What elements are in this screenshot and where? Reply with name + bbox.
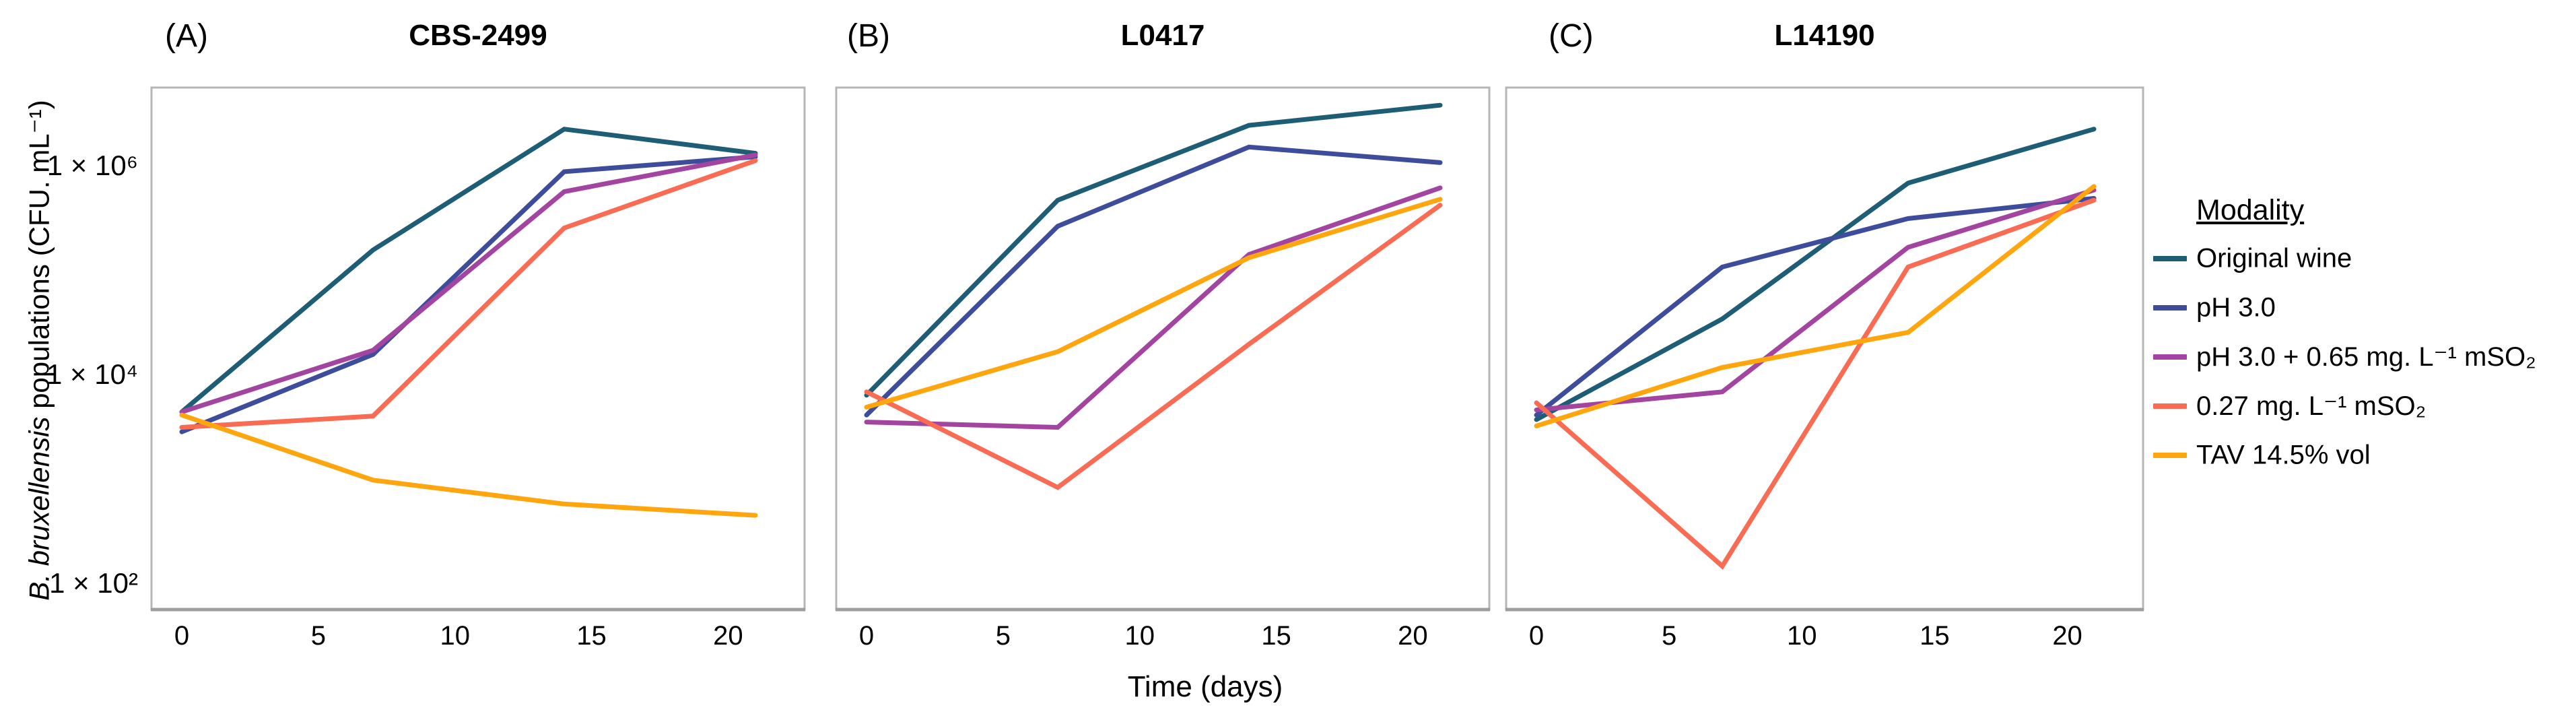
x-axis-title: Time (days) [1127, 670, 1283, 703]
x-tick-cbs-2499-10: 10 [440, 621, 470, 651]
x-tick-l14190-0: 0 [1528, 621, 1545, 651]
series-line-ph-3-0-0-65-mg-l-mso [864, 185, 1443, 430]
y-tick-1e4: 1 × 10⁴ [46, 358, 138, 391]
panel-label-a: (A) [165, 18, 208, 54]
y-tick-1e2: 1 × 10² [49, 567, 138, 599]
legend-swatch-tav-14-5-vol [2153, 453, 2187, 458]
x-tick-l0417-15: 15 [1261, 621, 1291, 651]
x-tick-l14190-5: 5 [1662, 621, 1677, 651]
panel-cbs-2499 [150, 86, 806, 612]
legend-label-0-27-mg-l-mso: 0.27 mg. L⁻¹ mSO₂ [2196, 391, 2427, 421]
x-tick-l14190-20: 20 [2052, 621, 2082, 651]
legend-label-original-wine: Original wine [2196, 243, 2352, 273]
x-tick-l0417-0: 0 [858, 621, 875, 651]
panel-l0417 [835, 86, 1491, 612]
x-tick-cbs-2499-20: 20 [713, 621, 743, 651]
x-tick-l0417-20: 20 [1398, 621, 1428, 651]
series-line-0-27-mg-l-mso [864, 203, 1443, 490]
series-line-ph-3-0-0-65-mg-l-mso [179, 152, 758, 415]
series-line-tav-14-5-vol [179, 412, 758, 518]
legend-swatch-original-wine [2153, 256, 2187, 261]
series-line-tav-14-5-vol [864, 197, 1443, 410]
series-line-ph-3-0 [179, 154, 758, 434]
series-line-ph-3-0 [864, 144, 1443, 418]
series-line-ph-3-0-0-65-mg-l-mso [1534, 187, 2097, 413]
series-line-ph-3-0 [1534, 196, 2097, 418]
series-line-0-27-mg-l-mso [1534, 197, 2097, 570]
x-tick-l14190-10: 10 [1787, 621, 1817, 651]
legend-label-tav-14-5-vol: TAV 14.5% vol [2196, 440, 2371, 470]
panel-l14190 [1505, 86, 2144, 612]
series-line-original-wine [1534, 127, 2097, 422]
plot-frame [1505, 86, 2144, 611]
legend-swatch-ph-3-0 [2153, 305, 2187, 311]
y-tick-1e6: 1 × 10⁶ [46, 150, 138, 182]
x-tick-l0417-5: 5 [995, 621, 1011, 651]
panel-label-c: (C) [1549, 18, 1594, 54]
plot-frame [150, 86, 806, 611]
x-tick-cbs-2499-15: 15 [576, 621, 607, 651]
legend-title: Modality [2196, 194, 2305, 226]
series-line-original-wine [179, 127, 758, 415]
legend-label-ph-3-0: pH 3.0 [2196, 292, 2276, 323]
panel-title-l0417: L0417 [1120, 19, 1205, 52]
panel-label-b: (B) [847, 18, 890, 54]
series-line-original-wine [864, 102, 1443, 398]
legend-swatch-0-27-mg-l-mso [2153, 403, 2187, 409]
legend-label-ph-3-0-0-65-mg-l-mso: pH 3.0 + 0.65 mg. L⁻¹ mSO₂ [2196, 342, 2536, 372]
x-tick-cbs-2499-5: 5 [310, 621, 326, 651]
series-line-tav-14-5-vol [1534, 184, 2097, 428]
panel-title-l14190: L14190 [1774, 19, 1875, 52]
x-tick-cbs-2499-0: 0 [174, 621, 190, 651]
x-tick-l0417-10: 10 [1124, 621, 1155, 651]
series-line-0-27-mg-l-mso [179, 158, 758, 430]
plot-frame [835, 86, 1491, 611]
panel-title-cbs-2499: CBS-2499 [409, 19, 547, 52]
legend-swatch-ph-3-0-0-65-mg-l-mso [2153, 354, 2187, 360]
x-tick-l14190-15: 15 [1920, 621, 1950, 651]
